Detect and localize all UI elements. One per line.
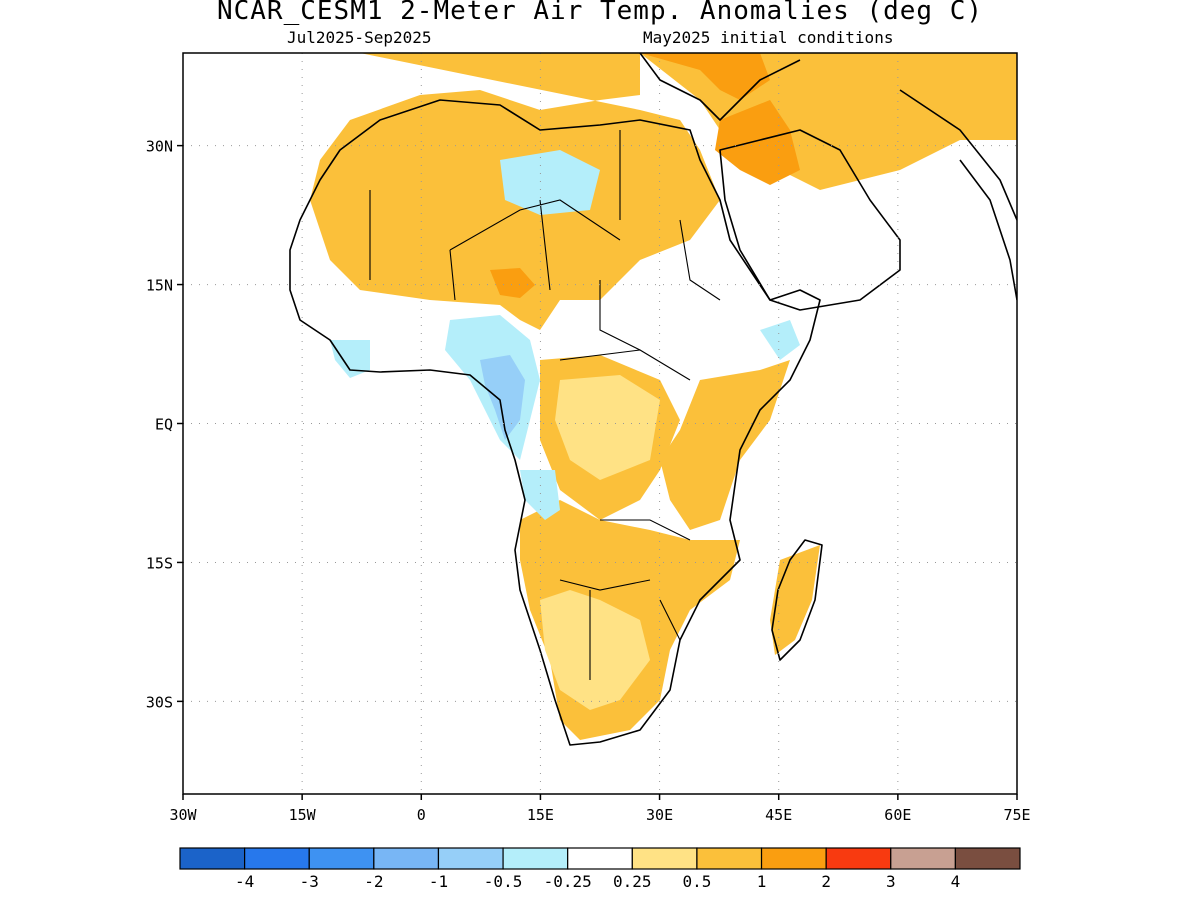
colorbar: -4 -3 -2 -1 -0.5 -0.25 0.25 0.5 1 2 3 4 xyxy=(179,847,1021,891)
anomaly-warm-region xyxy=(640,53,770,100)
lat-tick-label: EQ xyxy=(155,416,173,434)
africa-coastline xyxy=(289,99,821,746)
initial-conditions-label: May2025 initial conditions xyxy=(643,28,894,47)
colorbar-label: -0.5 xyxy=(484,872,523,891)
axis-ticks: 30W 15W 0 15E 30E 45E 60E 75E 30N 15N EQ 15S 30S xyxy=(146,138,1031,824)
anomaly-cool-region xyxy=(520,470,560,520)
anomaly-cool-region xyxy=(760,320,800,360)
colorbar-swatch xyxy=(567,847,633,870)
colorbar-swatch xyxy=(373,847,440,870)
lat-tick-label: 15N xyxy=(146,277,173,295)
lon-tick-label: 15E xyxy=(527,806,554,824)
forecast-period: Jul2025-Sep2025 xyxy=(287,28,432,47)
lon-tick-label: 15W xyxy=(289,806,317,824)
colorbar-label: 0.5 xyxy=(682,872,711,891)
lat-tick-label: 30N xyxy=(146,138,173,156)
colorbar-swatch xyxy=(308,847,375,870)
colorbar-label: 2 xyxy=(821,872,831,891)
colorbar-label: -0.25 xyxy=(544,872,592,891)
anomaly-warm-region xyxy=(770,545,820,655)
lon-tick-label: 30W xyxy=(169,806,197,824)
colorbar-swatch xyxy=(179,847,246,870)
anomaly-cool-region xyxy=(500,150,600,215)
map-plot-area xyxy=(183,53,1017,794)
colorbar-label: -4 xyxy=(235,872,254,891)
lat-tick-label: 15S xyxy=(146,554,173,572)
graticule xyxy=(183,53,1017,794)
lon-tick-label: 45E xyxy=(765,806,792,824)
colorbar-swatch xyxy=(631,847,698,870)
colorbar-label: 4 xyxy=(951,872,961,891)
colorbar-swatch xyxy=(890,847,956,870)
anomaly-cool-region xyxy=(330,340,370,378)
europe-asia-coastline xyxy=(639,53,1017,221)
coastlines xyxy=(289,53,1017,746)
lon-tick-label: 60E xyxy=(884,806,911,824)
colorbar-label: 3 xyxy=(886,872,896,891)
colorbar-label: 0.25 xyxy=(613,872,652,891)
anomaly-shading xyxy=(310,53,1017,740)
anomaly-warm-region xyxy=(660,360,790,530)
colorbar-swatch xyxy=(760,847,827,870)
lat-tick-label: 30S xyxy=(146,693,173,711)
lon-tick-label: 30E xyxy=(646,806,673,824)
colorbar-label: 1 xyxy=(757,872,767,891)
colorbar-swatch xyxy=(437,847,504,870)
madagascar-coastline xyxy=(771,539,823,661)
colorbar-swatch xyxy=(825,847,892,870)
arabia-coastline xyxy=(719,129,901,311)
anomaly-warm-region xyxy=(490,268,535,298)
anomaly-warm-region xyxy=(715,100,800,185)
lon-tick-label: 0 xyxy=(417,806,426,824)
anomaly-cool-region xyxy=(480,355,525,440)
colorbar-swatch xyxy=(244,847,310,870)
colorbar-swatch xyxy=(954,847,1021,870)
colorbar-label: -2 xyxy=(364,872,383,891)
lon-tick-label: 75E xyxy=(1003,806,1030,824)
colorbar-label: -1 xyxy=(429,872,448,891)
india-coastline xyxy=(959,159,1017,301)
colorbar-swatch xyxy=(696,847,763,870)
map-title: NCAR_CESM1 2-Meter Air Temp. Anomalies (… xyxy=(216,0,984,26)
colorbar-label: -3 xyxy=(300,872,319,891)
colorbar-swatch xyxy=(502,847,569,870)
anomaly-warm-region xyxy=(555,375,660,480)
anomaly-warm-region xyxy=(540,590,650,710)
